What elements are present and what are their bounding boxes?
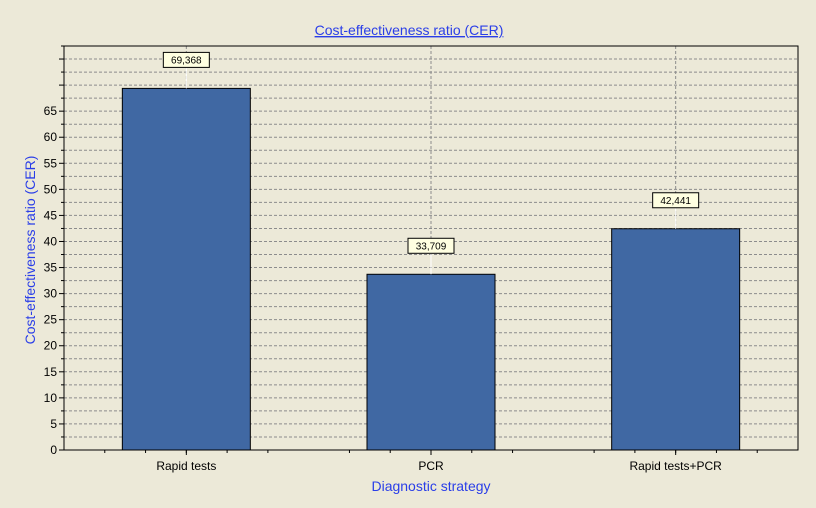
y-tick-label: 60 [44, 130, 58, 144]
data-label: 33,709 [416, 241, 447, 252]
y-axis-ticks: 0 5 10 15 20 25 30 35 40 45 50 55 60 65 [44, 45, 64, 457]
bar-pcr [366, 273, 496, 451]
y-tick-label: 20 [44, 339, 58, 353]
bar-rapid-tests-pcr [611, 228, 741, 451]
y-tick-label: 50 [44, 182, 58, 196]
x-axis-title: Diagnostic strategy [371, 478, 490, 494]
y-tick-label: 35 [44, 261, 58, 275]
y-tick-label: 10 [44, 391, 58, 405]
y-tick-label: 65 [44, 104, 58, 118]
y-tick-label: 0 [50, 443, 57, 457]
x-tick-label: Rapid tests+PCR [629, 459, 722, 473]
y-tick-label: 5 [50, 417, 57, 431]
y-tick-label: 15 [44, 365, 58, 379]
data-label: 69,368 [171, 55, 202, 66]
x-axis-ticks: Rapid tests PCR Rapid tests+PCR [104, 450, 758, 473]
y-tick-label: 25 [44, 313, 58, 327]
data-label: 42,441 [660, 196, 691, 207]
bars [121, 87, 741, 451]
data-labels: 69,368 33,709 42,441 [162, 51, 700, 275]
y-tick-label: 45 [44, 208, 58, 222]
chart-title: Cost-effectiveness ratio (CER) [315, 22, 504, 38]
y-axis-title: Cost-effectiveness ratio (CER) [22, 156, 38, 345]
bar-rapid-tests [121, 87, 251, 451]
data-label-box [407, 237, 455, 254]
data-label-box [162, 51, 210, 68]
y-tick-label: 30 [44, 287, 58, 301]
y-tick-label: 55 [44, 156, 58, 170]
data-label-box [652, 192, 700, 209]
y-tick-label: 40 [44, 234, 58, 248]
x-tick-label: Rapid tests [156, 459, 216, 473]
x-tick-label: PCR [418, 459, 444, 473]
